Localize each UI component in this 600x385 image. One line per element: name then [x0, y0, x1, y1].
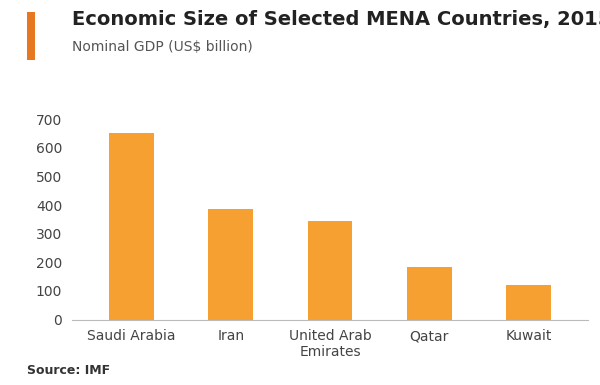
Bar: [208, 209, 253, 320]
Bar: [506, 285, 551, 320]
Text: Nominal GDP (US$ billion): Nominal GDP (US$ billion): [72, 40, 253, 54]
Text: Source: IMF: Source: IMF: [27, 364, 110, 377]
Bar: [109, 133, 154, 320]
Bar: [308, 221, 352, 320]
Text: Economic Size of Selected MENA Countries, 2015: Economic Size of Selected MENA Countries…: [72, 10, 600, 28]
Bar: [407, 267, 452, 320]
